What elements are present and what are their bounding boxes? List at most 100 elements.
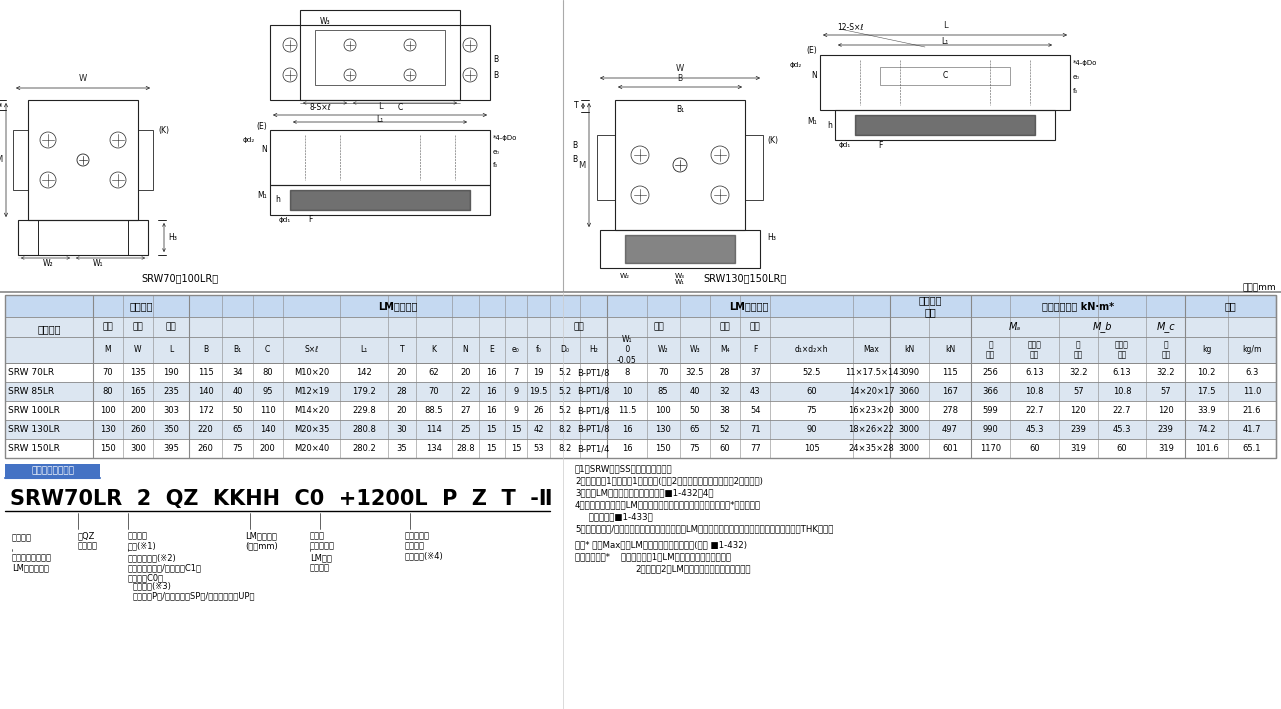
Text: ϕd₁: ϕd₁	[279, 217, 291, 223]
Text: d₁×d₂×h: d₁×d₂×h	[796, 345, 829, 354]
Text: 防尘附件
标记(※1): 防尘附件 标记(※1)	[128, 531, 156, 550]
Text: N: N	[261, 145, 266, 155]
Bar	[835, 110, 1056, 140]
Text: 601: 601	[942, 444, 958, 453]
Text: 62: 62	[428, 368, 439, 377]
Text: 5.2: 5.2	[559, 368, 571, 377]
Text: 28: 28	[397, 387, 407, 396]
Text: SRW70LR  2  QZ  KKHH  C0  +1200L  P  Z  T  -Ⅱ: SRW70LR 2 QZ KKHH C0 +1200L P Z T -Ⅱ	[10, 489, 552, 509]
Text: W₁: W₁	[92, 259, 104, 267]
Text: 395: 395	[163, 444, 179, 453]
Text: M10×20: M10×20	[293, 368, 329, 377]
Text: 22: 22	[460, 387, 470, 396]
Text: 260: 260	[129, 425, 146, 434]
Text: B₁: B₁	[233, 345, 242, 354]
Text: W₃: W₃	[320, 18, 330, 26]
Text: ϕd₂: ϕd₂	[243, 137, 255, 143]
Text: 24×35×28: 24×35×28	[848, 444, 894, 453]
Text: 220: 220	[197, 425, 214, 434]
Text: 120: 120	[1071, 406, 1086, 415]
Text: 100: 100	[656, 406, 671, 415]
Text: W₃: W₃	[675, 273, 685, 279]
Text: 5.2: 5.2	[559, 387, 571, 396]
Text: 8: 8	[624, 368, 629, 377]
Text: 41.7: 41.7	[1243, 425, 1261, 434]
Text: H₃: H₃	[767, 233, 776, 242]
Text: H₂: H₂	[589, 345, 598, 354]
Text: N: N	[811, 70, 817, 79]
Text: 孔距: 孔距	[749, 323, 761, 332]
Text: 110: 110	[260, 406, 275, 415]
Text: 200: 200	[260, 444, 275, 453]
Text: B: B	[573, 155, 578, 164]
Text: 16: 16	[487, 368, 497, 377]
Text: 4）为了避免异物进入LM滑块内部，上面润滑孔和侧面油嘴用底孔*并未贯通。: 4）为了避免异物进入LM滑块内部，上面润滑孔和侧面油嘴用底孔*并未贯通。	[575, 500, 761, 509]
Text: 115: 115	[942, 368, 958, 377]
Text: 15: 15	[511, 425, 521, 434]
Text: e₀: e₀	[512, 345, 520, 354]
Text: M₁: M₁	[807, 118, 817, 126]
Text: M20×40: M20×40	[293, 444, 329, 453]
Text: F: F	[753, 345, 757, 354]
Text: M₄: M₄	[720, 345, 730, 354]
Text: 3000: 3000	[899, 425, 920, 434]
Text: 57: 57	[1161, 387, 1171, 396]
Text: e₀: e₀	[493, 149, 500, 155]
Text: 22.7: 22.7	[1025, 406, 1044, 415]
Text: 366: 366	[983, 387, 999, 396]
Bar	[18, 220, 149, 255]
Text: 注1）SRW型以SS规格为标准配置。: 注1）SRW型以SS规格为标准配置。	[575, 464, 673, 473]
Text: 32.2: 32.2	[1070, 368, 1088, 377]
Text: h: h	[275, 196, 281, 204]
Text: W: W	[135, 345, 142, 354]
Text: 基本额定
载荷: 基本额定 载荷	[918, 295, 942, 317]
Text: 15: 15	[487, 425, 497, 434]
Text: 16: 16	[621, 444, 633, 453]
Text: 190: 190	[163, 368, 179, 377]
Bar	[13, 130, 28, 190]
Text: 公称型号: 公称型号	[37, 324, 60, 334]
Bar	[5, 464, 100, 477]
Text: M20×35: M20×35	[293, 425, 329, 434]
Text: B: B	[678, 74, 683, 83]
Text: W: W	[79, 74, 87, 83]
Text: M12×19: M12×19	[293, 387, 329, 396]
Text: 3090: 3090	[899, 368, 920, 377]
Text: B-PT1/8: B-PT1/8	[578, 387, 610, 396]
Text: 300: 300	[129, 444, 146, 453]
Text: 1170: 1170	[980, 444, 1002, 453]
Text: 带板式
线轨防尘罩: 带板式 线轨防尘罩	[310, 531, 336, 550]
Text: E: E	[489, 345, 494, 354]
Text: 27: 27	[460, 406, 470, 415]
Text: f₀: f₀	[493, 162, 498, 168]
Text: 单
滑块: 单 滑块	[986, 340, 995, 359]
Text: 497: 497	[942, 425, 958, 434]
Text: SRW 130LR: SRW 130LR	[8, 425, 60, 434]
Text: L₁: L₁	[377, 114, 383, 123]
Text: 同一轨道上使用的
LM滑块的个数: 同一轨道上使用的 LM滑块的个数	[12, 553, 53, 572]
Text: 11.5: 11.5	[617, 406, 637, 415]
Text: 公称型号的构成例: 公称型号的构成例	[31, 466, 74, 475]
Text: B: B	[573, 140, 578, 150]
Text: 150: 150	[656, 444, 671, 453]
Text: 17.5: 17.5	[1198, 387, 1216, 396]
Text: 65: 65	[689, 425, 701, 434]
Text: W₁: W₁	[675, 279, 685, 285]
Text: 280.8: 280.8	[352, 425, 377, 434]
Text: 70: 70	[102, 368, 113, 377]
Text: 77: 77	[749, 444, 761, 453]
Text: (K): (K)	[158, 125, 169, 135]
Text: C: C	[397, 104, 402, 113]
Text: 140: 140	[197, 387, 214, 396]
Text: F: F	[877, 140, 883, 150]
Text: 179.2: 179.2	[352, 387, 377, 396]
Text: 229.8: 229.8	[352, 406, 377, 415]
Text: kg/m: kg/m	[1243, 345, 1262, 354]
Text: 3）有关LM轨道的标准长度，请参照■1-432表4。: 3）有关LM轨道的标准长度，请参照■1-432表4。	[575, 488, 714, 497]
Text: L: L	[378, 102, 382, 111]
Text: 19: 19	[533, 368, 544, 377]
Text: 130: 130	[655, 425, 671, 434]
Text: 40: 40	[232, 387, 242, 396]
Text: 26: 26	[533, 406, 544, 415]
Text: *4-ϕDo: *4-ϕDo	[1073, 60, 1098, 66]
